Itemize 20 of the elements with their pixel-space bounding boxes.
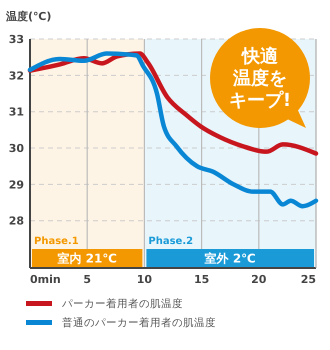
x-tick-label: 0min bbox=[30, 273, 61, 286]
x-tick-label: 10 bbox=[136, 273, 152, 286]
annotation: 室内 21℃ bbox=[57, 252, 117, 266]
x-tick-label: 20 bbox=[251, 273, 267, 286]
y-tick-label: 33 bbox=[8, 33, 24, 46]
band-label: Phase.1 bbox=[34, 236, 79, 247]
x-tick-label: 5 bbox=[83, 273, 92, 286]
legend-label: 普通のパーカー着用者の肌温度 bbox=[62, 316, 216, 329]
y-tick-label: 32 bbox=[8, 69, 24, 82]
y-tick-label: 28 bbox=[8, 214, 24, 228]
y-tick-label: 29 bbox=[8, 178, 24, 192]
x-tick-label: 15 bbox=[194, 273, 210, 286]
y-tick-label: 31 bbox=[8, 106, 24, 119]
band-label: Phase.2 bbox=[148, 236, 194, 247]
x-tick-label: 25 bbox=[300, 273, 316, 286]
y-axis-title: 温度(℃) bbox=[5, 10, 52, 23]
legend-label: パーカー着用者の肌温度 bbox=[61, 297, 183, 310]
annotation: 快適温度をキープ! bbox=[228, 46, 292, 111]
annotation: 室外 2℃ bbox=[204, 252, 256, 266]
y-tick-label: 30 bbox=[8, 142, 24, 156]
